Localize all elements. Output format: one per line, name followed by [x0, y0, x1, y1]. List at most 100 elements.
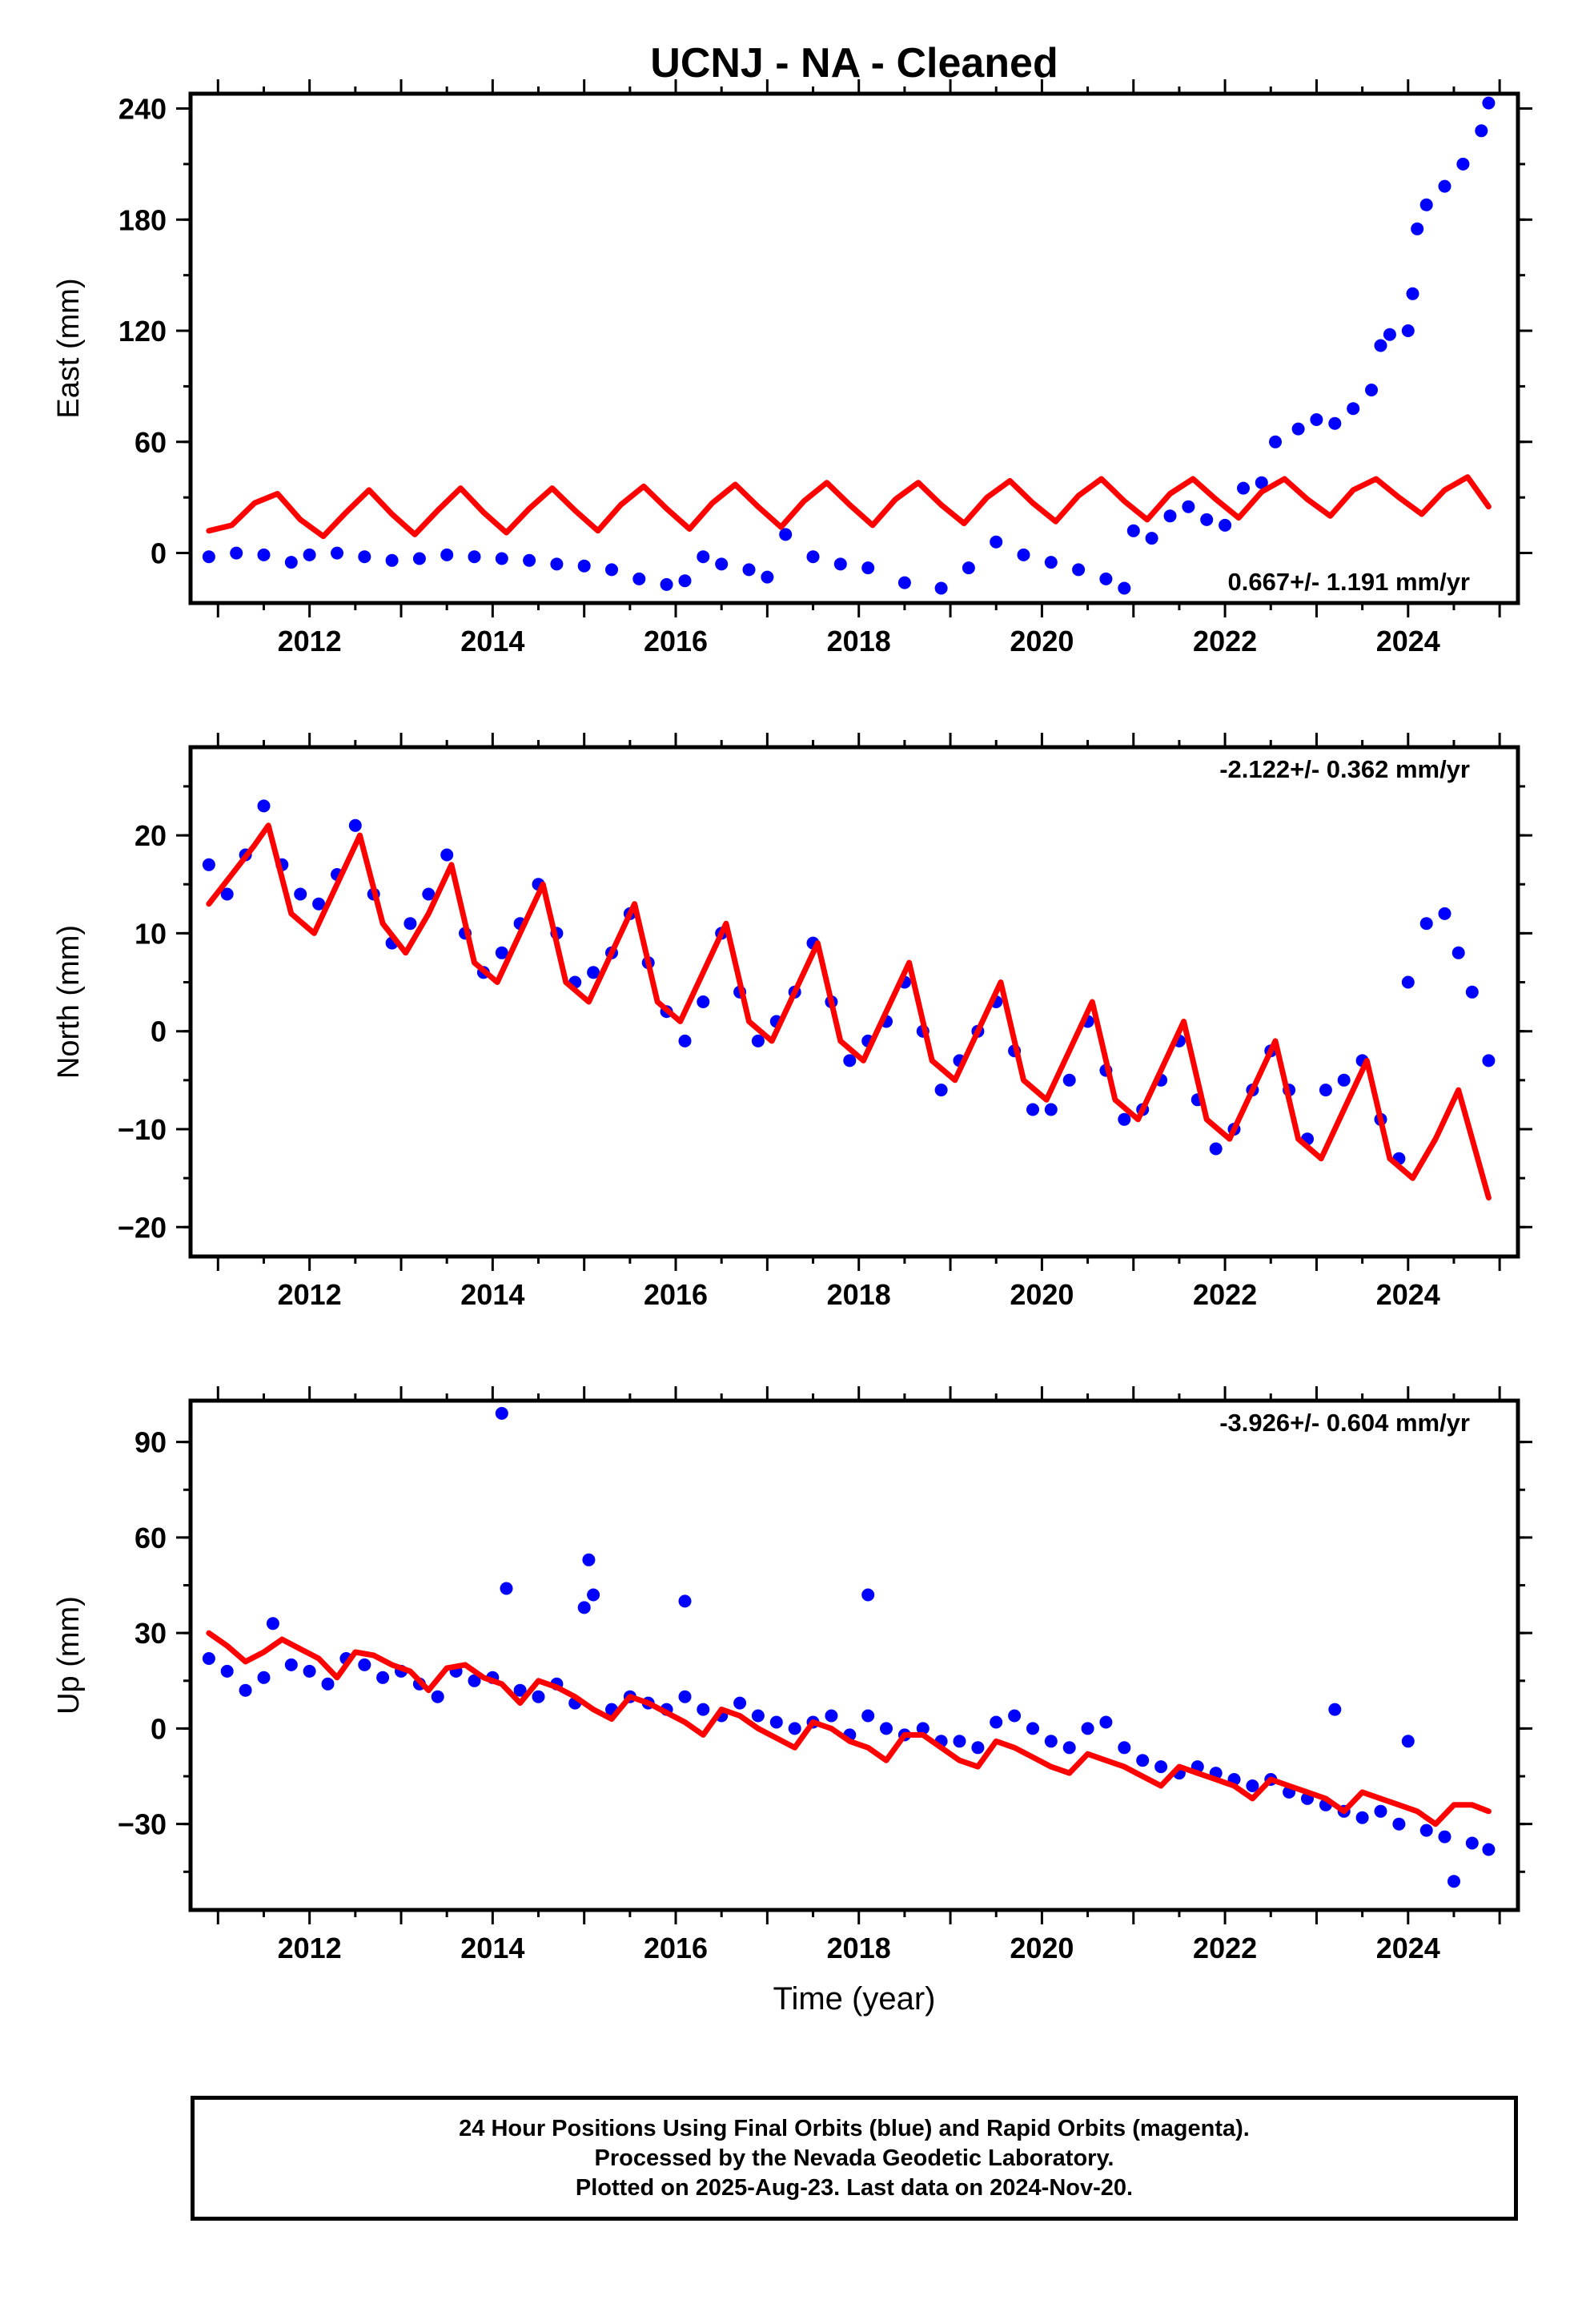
- north-y-axis-label: North (mm): [52, 925, 86, 1079]
- east-data-point: [1099, 572, 1113, 585]
- up-data-point: [257, 1671, 271, 1684]
- east-data-point: [1438, 179, 1452, 193]
- east-data-point: [468, 550, 481, 564]
- up-data-point: [1008, 1709, 1022, 1723]
- up-data-point: [1026, 1722, 1039, 1735]
- north-data-point: [587, 966, 600, 979]
- up-model-line: [206, 1630, 1492, 1827]
- north-data-point: [348, 818, 362, 832]
- north-data-point: [1044, 1103, 1058, 1116]
- footer-line-2: Processed by the Nevada Geodetic Laborat…: [594, 2145, 1114, 2171]
- up-data-point: [431, 1690, 444, 1703]
- up-x-tick-label: 2022: [1193, 1932, 1257, 1964]
- east-plot-frame: [188, 91, 1520, 605]
- north-data-point: [1026, 1103, 1039, 1116]
- up-data-point: [202, 1652, 215, 1665]
- east-data-point: [806, 550, 820, 564]
- up-y-tick-label: 90: [135, 1426, 167, 1459]
- east-data-point: [962, 561, 975, 575]
- footer-line-3: Plotted on 2025-Aug-23. Last data on 202…: [575, 2174, 1134, 2201]
- north-data-point: [404, 917, 417, 931]
- up-data-point: [1328, 1703, 1342, 1716]
- north-y-tick-label: 10: [135, 917, 167, 950]
- panel-east: 2012 2014 2016 2018 2020 2022 2024 0 60 120 180 240…: [52, 79, 1532, 657]
- up-data-point: [358, 1658, 371, 1671]
- east-data-point: [715, 557, 729, 571]
- east-rate-annotation: 0.667+/- 1.191 mm/yr: [1228, 568, 1470, 596]
- east-data-point: [1411, 222, 1424, 235]
- north-data-point: [1401, 975, 1415, 989]
- up-data-point: [861, 1588, 875, 1602]
- east-data-point: [990, 535, 1003, 549]
- north-x-tick-label: 2014: [460, 1278, 524, 1311]
- up-x-tick-label: 2020: [1010, 1932, 1074, 1964]
- up-data-point: [321, 1677, 335, 1691]
- east-data-point: [1401, 324, 1415, 337]
- north-data-point: [1482, 1054, 1496, 1068]
- east-data-point: [495, 552, 508, 565]
- up-data-point: [733, 1696, 747, 1710]
- up-data-point: [468, 1674, 481, 1687]
- east-data-point: [1072, 563, 1086, 577]
- east-data-point: [1383, 328, 1396, 341]
- north-data-point: [1452, 946, 1465, 959]
- north-data-point: [1419, 917, 1433, 931]
- up-x-axis-label: Time (year): [773, 1981, 936, 2016]
- up-data-point: [953, 1735, 966, 1748]
- east-data-point: [385, 553, 399, 567]
- up-data-point: [577, 1601, 591, 1614]
- north-data-point: [697, 995, 710, 1008]
- east-data-point: [678, 574, 692, 588]
- east-x-tick-label: 2016: [644, 625, 708, 657]
- up-y-tick-label: 0: [151, 1712, 167, 1745]
- up-data-point: [788, 1722, 801, 1735]
- up-data-point: [1355, 1811, 1369, 1824]
- up-data-point: [495, 1406, 508, 1420]
- east-data-point: [632, 572, 646, 585]
- east-data-point: [1291, 422, 1305, 436]
- north-data-point: [422, 887, 436, 901]
- figure-title: UCNJ - NA - Cleaned: [650, 40, 1058, 86]
- east-data-point: [1126, 524, 1140, 537]
- north-observation-series: [202, 799, 1496, 1165]
- up-data-point: [1447, 1875, 1460, 1888]
- up-data-point: [239, 1683, 252, 1697]
- up-data-point: [220, 1664, 234, 1678]
- east-data-point: [605, 563, 618, 577]
- east-data-point: [660, 577, 673, 591]
- up-observation-series: [202, 1406, 1496, 1888]
- east-data-point: [761, 570, 774, 584]
- east-model-line: [206, 474, 1492, 540]
- north-data-point: [678, 1034, 692, 1047]
- north-x-tick-label: 2024: [1376, 1278, 1440, 1311]
- up-data-point: [1081, 1722, 1094, 1735]
- north-data-point: [257, 799, 271, 813]
- east-data-point: [1475, 124, 1488, 138]
- east-y-tick-label: 120: [118, 315, 167, 348]
- east-data-point: [697, 550, 710, 564]
- north-data-point: [1319, 1084, 1332, 1097]
- east-data-point: [523, 553, 536, 567]
- north-data-layer: [202, 799, 1496, 1201]
- east-data-point: [1328, 416, 1342, 430]
- east-data-point: [1482, 96, 1496, 110]
- north-data-point: [751, 1034, 765, 1047]
- north-y-tick-label: −10: [118, 1113, 167, 1146]
- north-data-point: [1062, 1073, 1076, 1087]
- east-data-point: [412, 552, 426, 565]
- east-data-point: [1182, 500, 1195, 513]
- panel-north: 2012 2014 2016 2018 2020 2022 2024 −20 −10 0 10 20 N…: [52, 733, 1532, 1311]
- up-data-point: [1419, 1823, 1433, 1837]
- up-y-axis-label: Up (mm): [52, 1596, 86, 1715]
- north-data-point: [1337, 1073, 1351, 1087]
- footer-caption-box: 24 Hour Positions Using Final Orbits (bl…: [191, 2096, 1518, 2221]
- up-data-layer: [202, 1406, 1496, 1888]
- up-data-point: [916, 1722, 930, 1735]
- north-y-tick-label: 20: [135, 819, 167, 852]
- east-data-point: [257, 548, 271, 561]
- up-y-tick-label: −30: [118, 1808, 167, 1841]
- up-data-point: [266, 1617, 279, 1630]
- east-data-point: [833, 557, 847, 571]
- east-data-point: [230, 546, 243, 560]
- east-y-tick-label: 240: [118, 93, 167, 126]
